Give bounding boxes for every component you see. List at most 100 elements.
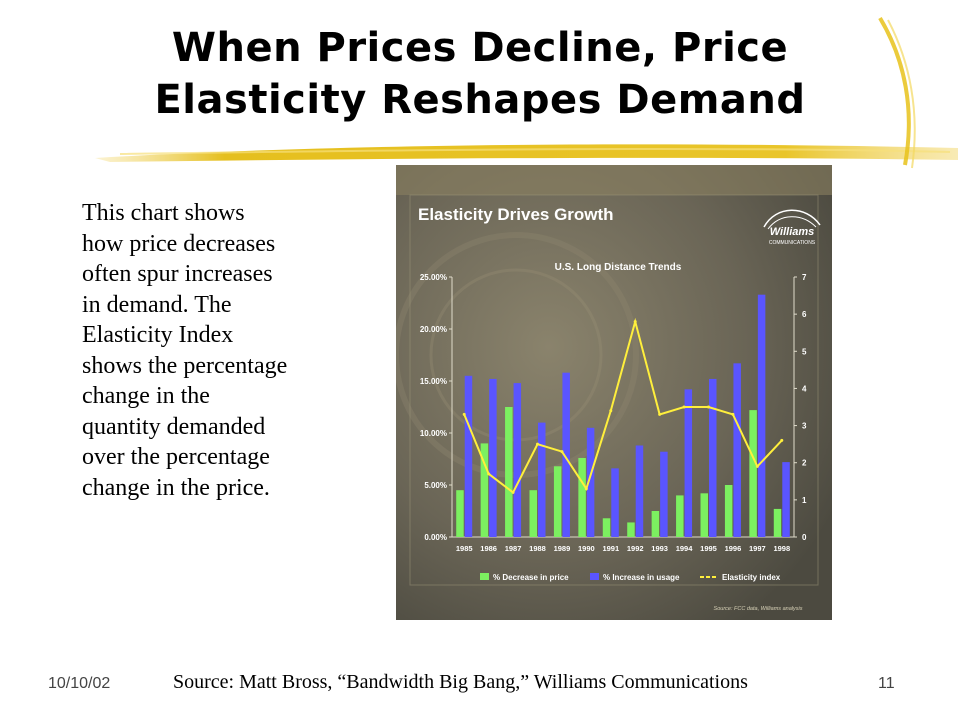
elasticity-index-point	[511, 490, 515, 494]
bar-increase-in-usage	[538, 422, 546, 537]
x-tick-label: 1989	[554, 544, 571, 553]
left-tick-label: 25.00%	[420, 273, 447, 282]
bar-decrease-in-price	[578, 457, 586, 537]
bar-decrease-in-price	[456, 490, 464, 537]
bar-increase-in-usage	[611, 468, 619, 537]
legend-label-increase-in-usage: % Increase in usage	[603, 573, 680, 582]
x-tick-label: 1992	[627, 544, 644, 553]
x-tick-label: 1997	[749, 544, 766, 553]
body-text-line: Elasticity Index	[82, 322, 234, 348]
bar-decrease-in-price	[553, 466, 562, 537]
right-tick-label: 1	[802, 496, 807, 505]
left-tick-label: 0.00%	[424, 533, 447, 542]
footer-source: Source: Matt Bross, “Bandwidth Big Bang,…	[173, 671, 748, 693]
bar-decrease-in-price	[651, 511, 660, 537]
elasticity-index-point	[462, 412, 466, 416]
right-tick-label: 7	[802, 273, 807, 282]
bar-increase-in-usage	[782, 462, 790, 537]
logo-arc	[763, 209, 821, 228]
bar-increase-in-usage	[733, 363, 741, 537]
logo-arc-inner	[767, 216, 817, 230]
legend-swatch-increase-in-usage	[590, 573, 599, 580]
right-tick-label: 3	[802, 422, 807, 431]
footer-date: 10/10/02	[48, 675, 111, 692]
williams-logo: Williams COMMUNICATIONS	[763, 209, 821, 246]
logo-text: Williams	[770, 226, 815, 238]
x-tick-label: 1987	[505, 544, 522, 553]
elasticity-index-point	[487, 472, 491, 476]
left-tick-label: 5.00%	[424, 481, 447, 490]
right-tick-label: 5	[802, 347, 807, 356]
bar-decrease-in-price	[676, 495, 684, 537]
bar-increase-in-usage	[586, 427, 595, 537]
elasticity-index-point	[658, 412, 662, 416]
bar-increase-in-usage	[464, 375, 473, 537]
slide-body-text: This chart shows how price decreases often…	[82, 198, 372, 503]
body-text-line: often spur increases	[82, 261, 273, 287]
bar-decrease-in-price	[602, 518, 611, 537]
chart-source-note: Source: FCC data, Williams analysis	[714, 606, 803, 612]
bar-decrease-in-price	[480, 443, 489, 537]
elasticity-index-point	[633, 320, 637, 324]
bar-increase-in-usage	[562, 372, 570, 537]
x-tick-label: 1990	[578, 544, 595, 553]
elasticity-index-point	[609, 409, 613, 413]
x-tick-label: 1995	[700, 544, 717, 553]
body-text-line: change in the price.	[82, 474, 270, 501]
body-text-line: change in the	[82, 383, 210, 409]
slide-title-line-2: Elasticity Reshapes Demand	[154, 77, 806, 123]
chart-title: Elasticity Drives Growth	[418, 205, 614, 224]
x-tick-label: 1996	[725, 544, 742, 553]
elasticity-index-point	[731, 412, 735, 416]
bar-increase-in-usage	[660, 451, 668, 537]
x-tick-label: 1986	[480, 544, 497, 553]
legend-label-elasticity-index: Elasticity index	[722, 573, 781, 582]
legend-swatch-decrease-in-price	[480, 573, 489, 580]
page-number: 11	[878, 675, 895, 692]
bar-decrease-in-price	[529, 490, 537, 537]
bar-increase-in-usage	[709, 378, 717, 537]
bar-decrease-in-price	[627, 522, 635, 537]
body-text-line: quantity demanded	[82, 413, 266, 440]
elasticity-index-line	[463, 317, 783, 494]
bar-increase-in-usage	[635, 445, 644, 537]
bar-increase-in-usage	[489, 378, 497, 537]
right-tick-label: 0	[802, 533, 807, 542]
body-text-line: how price decreases	[82, 230, 276, 257]
slide-title-line-1: When Prices Decline, Price	[171, 25, 789, 71]
body-text-line: This chart shows	[82, 200, 245, 226]
x-tick-label: 1991	[602, 544, 619, 553]
bar-decrease-in-price	[749, 410, 757, 537]
elasticity-index-point	[707, 405, 710, 409]
bar-decrease-in-price	[724, 485, 733, 537]
elasticity-index-point	[780, 438, 784, 442]
bar-increase-in-usage	[684, 389, 693, 537]
elasticity-index-point	[755, 464, 759, 468]
left-tick-label: 20.00%	[420, 325, 447, 334]
left-tick-label: 15.00%	[420, 377, 447, 386]
body-text-line: shows the percentage	[82, 352, 288, 379]
x-tick-label: 1994	[676, 544, 694, 553]
right-tick-label: 6	[802, 310, 807, 319]
slide-title: When Prices Decline, Price Elasticity Re…	[40, 22, 920, 126]
elasticity-index-point	[536, 442, 539, 446]
logo-subtext: COMMUNICATIONS	[769, 240, 816, 246]
bar-increase-in-usage	[513, 383, 522, 537]
body-text-line: over the percentage	[82, 444, 270, 470]
x-tick-label: 1985	[456, 544, 473, 553]
x-tick-label: 1998	[773, 544, 790, 553]
bar-increase-in-usage	[757, 294, 766, 537]
bar-decrease-in-price	[700, 493, 708, 537]
elasticity-index-point	[584, 487, 588, 491]
right-tick-label: 2	[802, 459, 807, 468]
bar-decrease-in-price	[773, 508, 782, 537]
elasticity-index-point	[682, 405, 686, 409]
x-tick-label: 1993	[651, 544, 668, 553]
elasticity-index-point	[560, 450, 564, 454]
bar-decrease-in-price	[505, 407, 513, 537]
x-tick-label: 1988	[529, 544, 546, 553]
left-tick-label: 10.00%	[420, 429, 447, 438]
right-tick-label: 4	[802, 384, 807, 393]
elasticity-chart: Elasticity Drives Growth U.S. Long Distan…	[396, 165, 832, 620]
